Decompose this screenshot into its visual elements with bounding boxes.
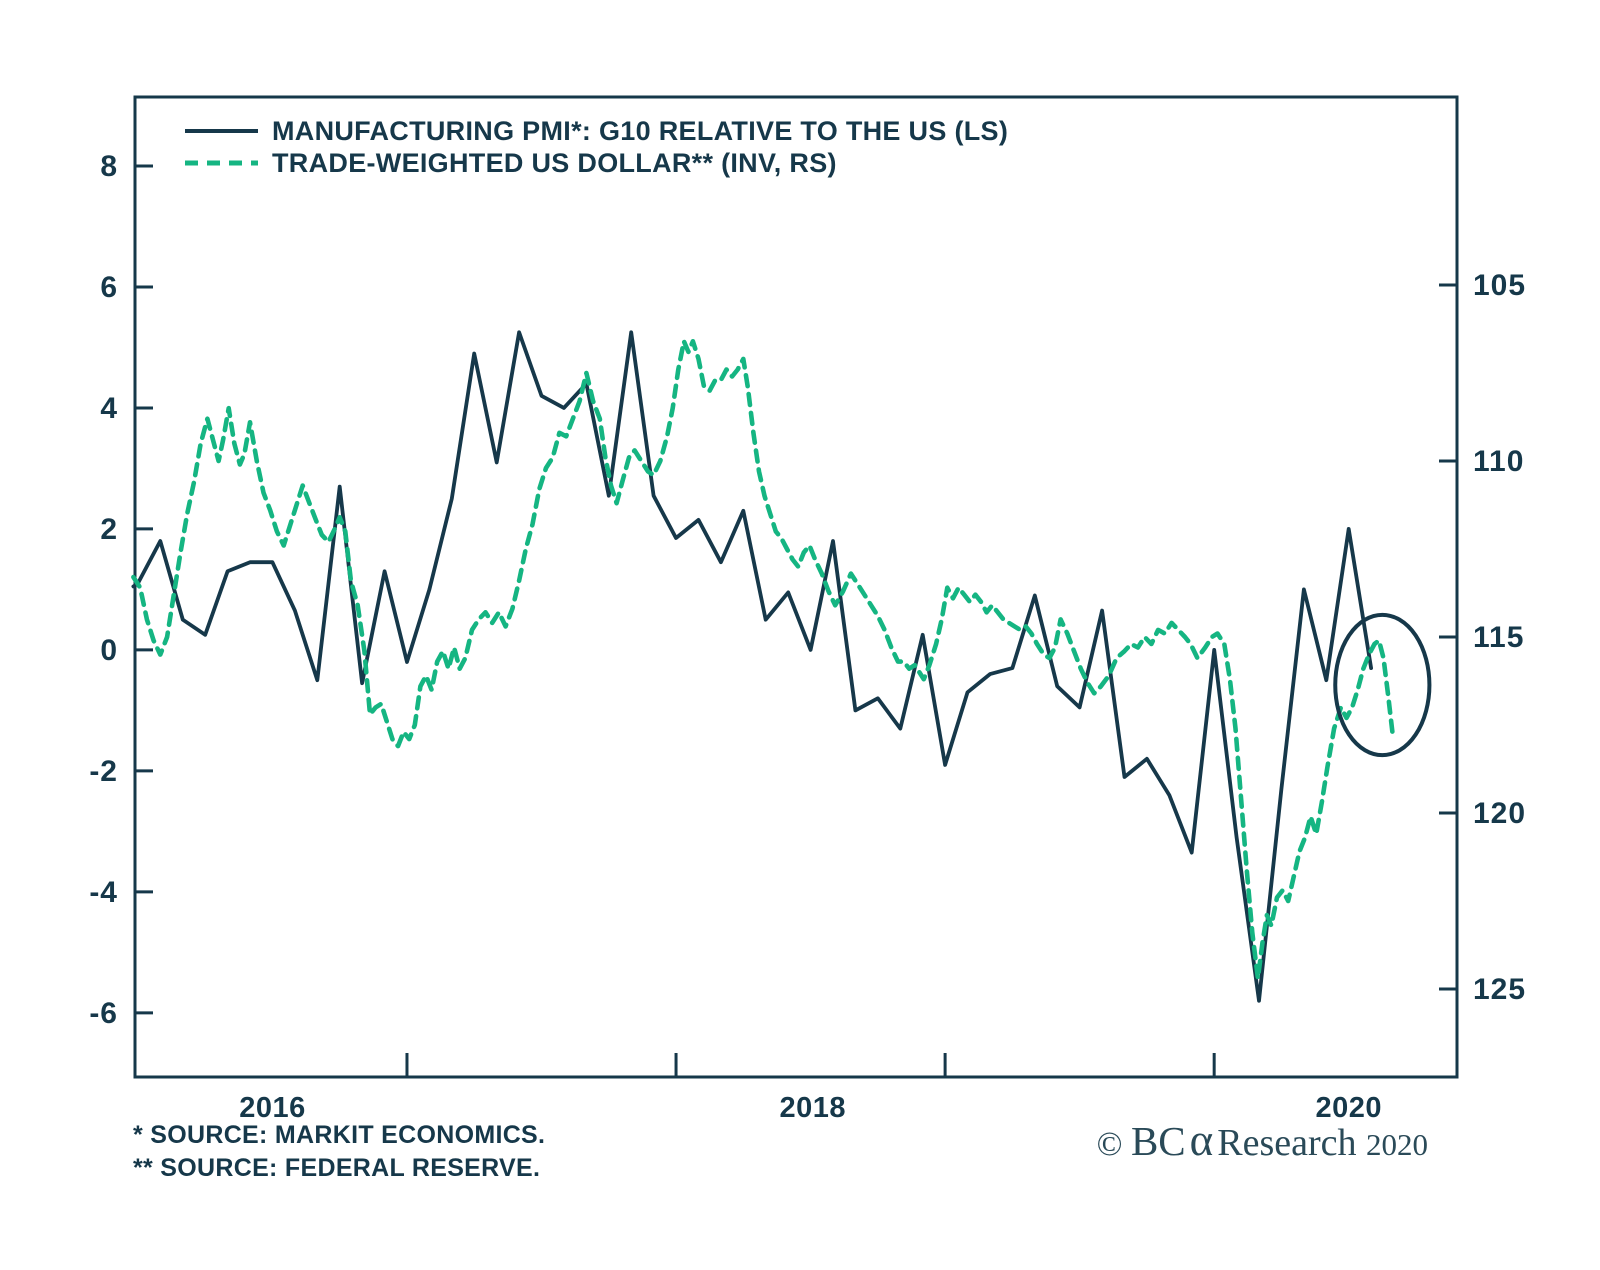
x-axis-year-label: 2018 — [780, 1092, 847, 1124]
left-axis-tick-label: 2 — [100, 513, 118, 546]
legend-label-pmi: MANUFACTURING PMI*: G10 RELATIVE TO THE … — [272, 116, 1008, 146]
highlight-circle-annotation — [1333, 612, 1432, 758]
axis-ticks: 8 6 4 2 0 -2 -4 -6 105 110 115 120 125 2016 2018 2020 — [89, 150, 1526, 1124]
left-axis-tick-label: 6 — [100, 271, 118, 304]
brand-bc: BC — [1131, 1118, 1186, 1164]
legend: MANUFACTURING PMI*: G10 RELATIVE TO THE … — [185, 116, 1008, 178]
right-axis-tick-label: 115 — [1473, 621, 1524, 654]
left-axis-tick-label: -2 — [89, 755, 118, 788]
x-axis-year-label: 2020 — [1315, 1092, 1382, 1124]
footnote-source-fed: ** SOURCE: FEDERAL RESERVE. — [133, 1154, 540, 1182]
left-axis-tick-label: -4 — [89, 876, 118, 909]
left-axis-tick-label: 8 — [100, 150, 118, 183]
legend-label-usd: TRADE-WEIGHTED US DOLLAR** (INV, RS) — [272, 148, 837, 178]
left-axis-tick-label: 0 — [100, 634, 118, 667]
bca-research-credit: © BC α Research 2020 — [1097, 1115, 1428, 1165]
credit-year: 2020 — [1366, 1127, 1428, 1162]
right-axis-tick-label: 120 — [1473, 797, 1526, 830]
brand-name: Research — [1217, 1122, 1366, 1164]
right-axis-tick-label: 110 — [1473, 445, 1524, 478]
left-axis-tick-label: 4 — [100, 392, 118, 425]
copyright-symbol: © — [1097, 1126, 1131, 1163]
left-axis-tick-label: -6 — [89, 997, 118, 1030]
footnotes: * SOURCE: MARKIT ECONOMICS. ** SOURCE: F… — [133, 1121, 545, 1182]
usd-line — [131, 338, 1395, 981]
right-axis-tick-label: 105 — [1473, 269, 1526, 302]
pmi-line — [131, 330, 1373, 1003]
footnote-source-markit: * SOURCE: MARKIT ECONOMICS. — [133, 1121, 545, 1149]
x-axis-year-label: 2016 — [239, 1092, 306, 1124]
annotation-ellipse — [1333, 612, 1432, 758]
series-lines — [131, 330, 1395, 1003]
right-axis-tick-label: 125 — [1473, 973, 1526, 1006]
brand-alpha-glyph: α — [1190, 1115, 1214, 1165]
plot-border — [133, 95, 1459, 1079]
